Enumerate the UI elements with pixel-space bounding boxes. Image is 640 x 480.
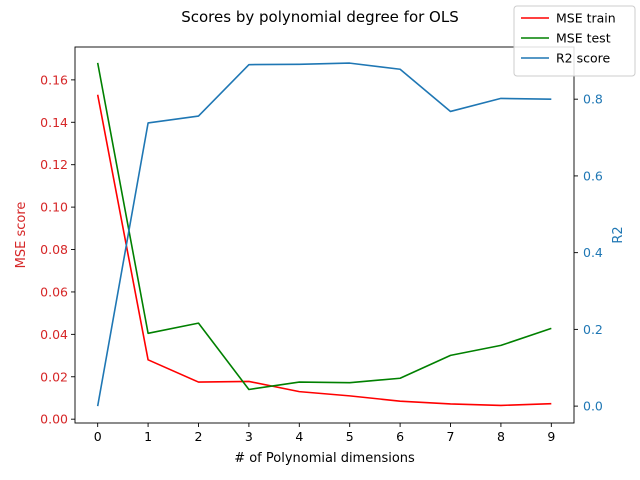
right-y-axis-label: R2: [611, 226, 626, 243]
x-tick-label: 3: [245, 429, 253, 444]
series-line-mse-train: [96, 94, 552, 407]
left-y-tick-label: 0.06: [40, 284, 68, 299]
x-tick-label: 8: [497, 429, 505, 444]
x-tick-label: 7: [447, 429, 455, 444]
legend-label: MSE test: [556, 31, 611, 46]
right-y-tick-label: 0.6: [583, 168, 603, 183]
left-y-tick-label: 0.02: [40, 369, 68, 384]
left-y-tick-label: 0.16: [40, 72, 68, 87]
plot-lines: [96, 62, 552, 407]
x-axis-label: # of Polynomial dimensions: [234, 451, 415, 466]
x-tick-label: 0: [94, 429, 102, 444]
x-tick-label: 4: [295, 429, 303, 444]
right-y-axis: 0.0 0.2 0.4 0.6 0.8: [574, 92, 603, 414]
x-tick-label: 9: [547, 429, 555, 444]
x-tick-label: 6: [396, 429, 404, 444]
x-tick-label: 5: [346, 429, 354, 444]
x-tick-label: 2: [195, 429, 203, 444]
legend-label: R2 score: [556, 51, 611, 66]
left-y-axis-label: MSE score: [14, 202, 29, 269]
left-y-tick-label: 0.10: [40, 200, 68, 215]
right-y-tick-label: 0.8: [583, 92, 603, 107]
x-axis: 0 1 2 3 4 5 6 7 8 9: [94, 423, 555, 444]
left-y-tick-label: 0.00: [40, 412, 68, 427]
legend-label: MSE train: [556, 11, 616, 26]
right-y-tick-label: 0.4: [583, 245, 603, 260]
series-line-mse-test: [96, 62, 552, 391]
x-tick-label: 1: [144, 429, 152, 444]
left-y-tick-label: 0.08: [40, 242, 68, 257]
right-y-tick-label: 0.2: [583, 322, 603, 337]
left-y-tick-label: 0.04: [40, 327, 68, 342]
right-y-tick-label: 0.0: [583, 399, 603, 414]
left-y-tick-label: 0.12: [40, 157, 68, 172]
legend: MSE train MSE test R2 score: [513, 5, 636, 77]
plot-frame: [74, 46, 575, 424]
left-y-tick-label: 0.14: [40, 115, 68, 130]
left-y-axis: 0.00 0.02 0.04 0.06 0.08 0.10 0.12 0.14 0.16: [40, 72, 75, 427]
series-line-r2-score: [96, 62, 552, 407]
chart-title: Scores by polynomial degree for OLS: [181, 8, 459, 26]
